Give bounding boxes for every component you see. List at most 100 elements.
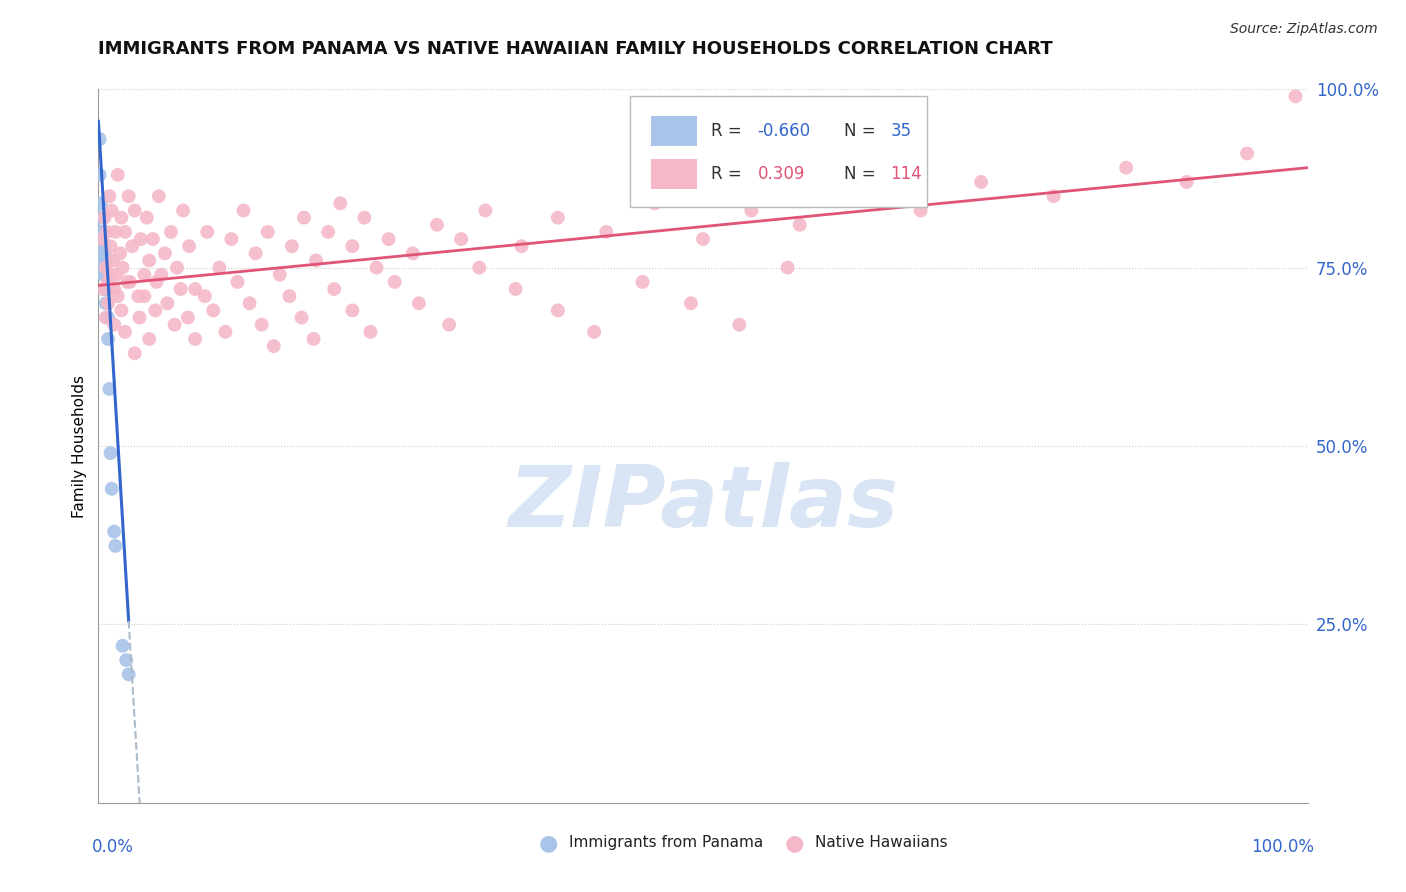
Point (93, 253, 115, 268)
Point (94, 310, 117, 325)
Point (437, 318, 460, 332)
FancyBboxPatch shape (630, 96, 927, 207)
Point (166, 260, 188, 275)
Point (103, 318, 125, 332)
Point (117, 275, 139, 289)
Point (510, 239, 533, 253)
Point (93, 211, 115, 225)
Point (408, 296, 430, 310)
Point (91, 253, 114, 268)
Point (91, 232, 114, 246)
Point (138, 253, 160, 268)
Point (114, 225, 136, 239)
Point (547, 211, 569, 225)
Point (104, 539, 127, 553)
Point (631, 275, 654, 289)
Point (426, 218, 449, 232)
Point (290, 310, 312, 325)
Point (595, 225, 617, 239)
Point (226, 275, 249, 289)
Point (728, 318, 751, 332)
Point (1042, 189, 1064, 203)
Text: Source: ZipAtlas.com: Source: ZipAtlas.com (1230, 22, 1378, 37)
Point (90, 239, 112, 253)
Point (269, 268, 291, 282)
Text: 0.309: 0.309 (758, 165, 804, 183)
Point (342, 303, 364, 318)
Point (583, 325, 606, 339)
Point (100, 268, 122, 282)
Point (91, 260, 114, 275)
Text: ZIPatlas: ZIPatlas (508, 461, 898, 545)
Point (103, 282, 125, 296)
Point (107, 168, 129, 182)
Point (93, 246, 115, 260)
Point (263, 339, 285, 353)
Point (245, 246, 267, 260)
Point (96, 268, 118, 282)
Point (740, 203, 762, 218)
Point (135, 211, 157, 225)
Point (194, 289, 217, 303)
Point (100, 203, 122, 218)
Point (169, 282, 191, 296)
Text: Native Hawaiians: Native Hawaiians (815, 836, 948, 850)
Point (91, 282, 114, 296)
Point (96, 282, 118, 296)
Point (329, 196, 352, 211)
Point (970, 175, 993, 189)
Point (256, 225, 278, 239)
Point (98, 189, 121, 203)
Point (302, 332, 325, 346)
Text: Immigrants from Panama: Immigrants from Panama (569, 836, 763, 850)
Point (377, 232, 399, 246)
Point (91, 246, 114, 260)
Point (150, 268, 173, 282)
Point (305, 253, 328, 268)
Point (115, 653, 138, 667)
Point (1284, 89, 1306, 103)
Point (90, 225, 112, 239)
Point (138, 332, 160, 346)
Point (292, 211, 315, 225)
Point (110, 211, 132, 225)
Point (89, 132, 111, 146)
Point (849, 189, 872, 203)
Text: 114: 114 (890, 165, 922, 183)
Point (97, 310, 120, 325)
Text: ●: ● (538, 833, 558, 853)
Point (100, 239, 122, 253)
Text: 100.0%: 100.0% (1250, 838, 1313, 856)
Point (121, 239, 143, 253)
Point (93, 282, 115, 296)
Point (316, 225, 339, 239)
Point (118, 189, 141, 203)
Point (91, 239, 114, 253)
Point (692, 232, 714, 246)
Point (91, 268, 114, 282)
Point (232, 203, 254, 218)
Point (118, 275, 141, 289)
Text: 0.0%: 0.0% (93, 838, 134, 856)
Point (353, 211, 375, 225)
Point (281, 239, 304, 253)
Y-axis label: Family Households: Family Households (72, 375, 87, 517)
Point (644, 196, 666, 211)
Point (114, 325, 136, 339)
Point (184, 282, 207, 296)
Point (94, 296, 117, 310)
Point (208, 260, 231, 275)
Point (160, 225, 183, 239)
Point (118, 667, 141, 681)
Point (134, 268, 156, 282)
Point (96, 225, 118, 239)
Point (105, 268, 128, 282)
Point (910, 203, 932, 218)
Point (145, 275, 167, 289)
Point (177, 310, 200, 325)
Point (91, 282, 114, 296)
Point (360, 325, 382, 339)
Point (323, 282, 346, 296)
Point (239, 296, 262, 310)
Point (100, 446, 122, 460)
